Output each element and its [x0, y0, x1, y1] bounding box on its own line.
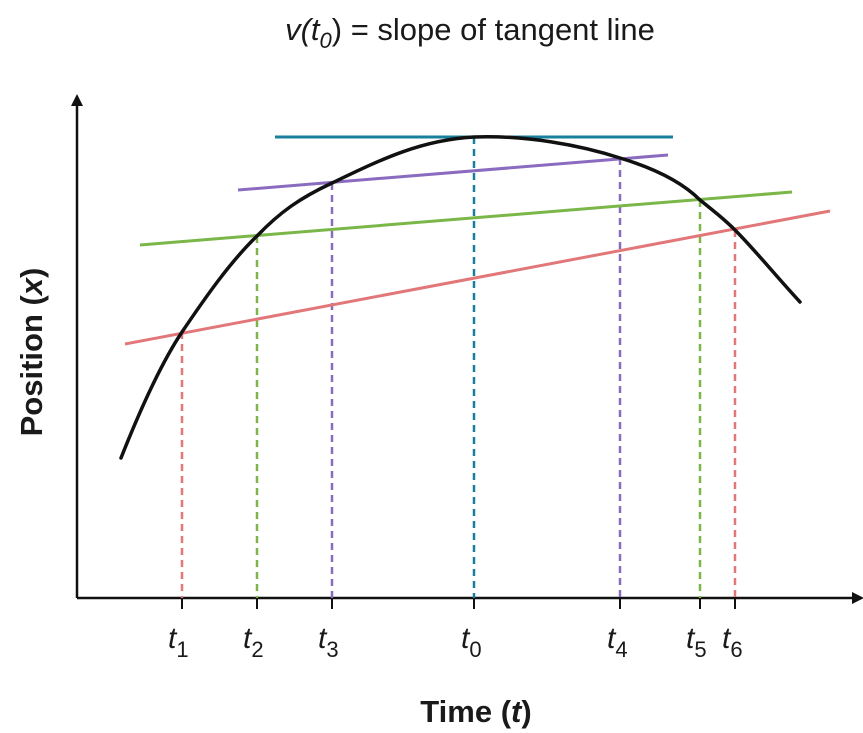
secant-line-t3-t4: [238, 155, 668, 190]
tick-label-t5: t5: [686, 622, 707, 662]
tick-label-t4: t4: [607, 622, 628, 662]
title-close: ): [332, 12, 342, 47]
diagram-title: v(t0) = slope of tangent line: [285, 12, 655, 53]
tick-label-t2: t2: [243, 622, 264, 662]
tick-label-t6: t6: [722, 622, 743, 662]
title-rest: = slope of tangent line: [342, 12, 655, 47]
secant-line-t1-t6: [125, 211, 830, 344]
y-axis-label: Position (x): [14, 268, 49, 437]
title-sub: 0: [320, 28, 333, 53]
x-axis-label: Time (t): [420, 694, 531, 729]
tick-label-t0: t0: [461, 622, 482, 662]
title-func: v(t: [285, 12, 321, 47]
position-curve: [121, 137, 800, 458]
tick-label-t3: t3: [318, 622, 339, 662]
tick-label-t1: t1: [168, 622, 189, 662]
